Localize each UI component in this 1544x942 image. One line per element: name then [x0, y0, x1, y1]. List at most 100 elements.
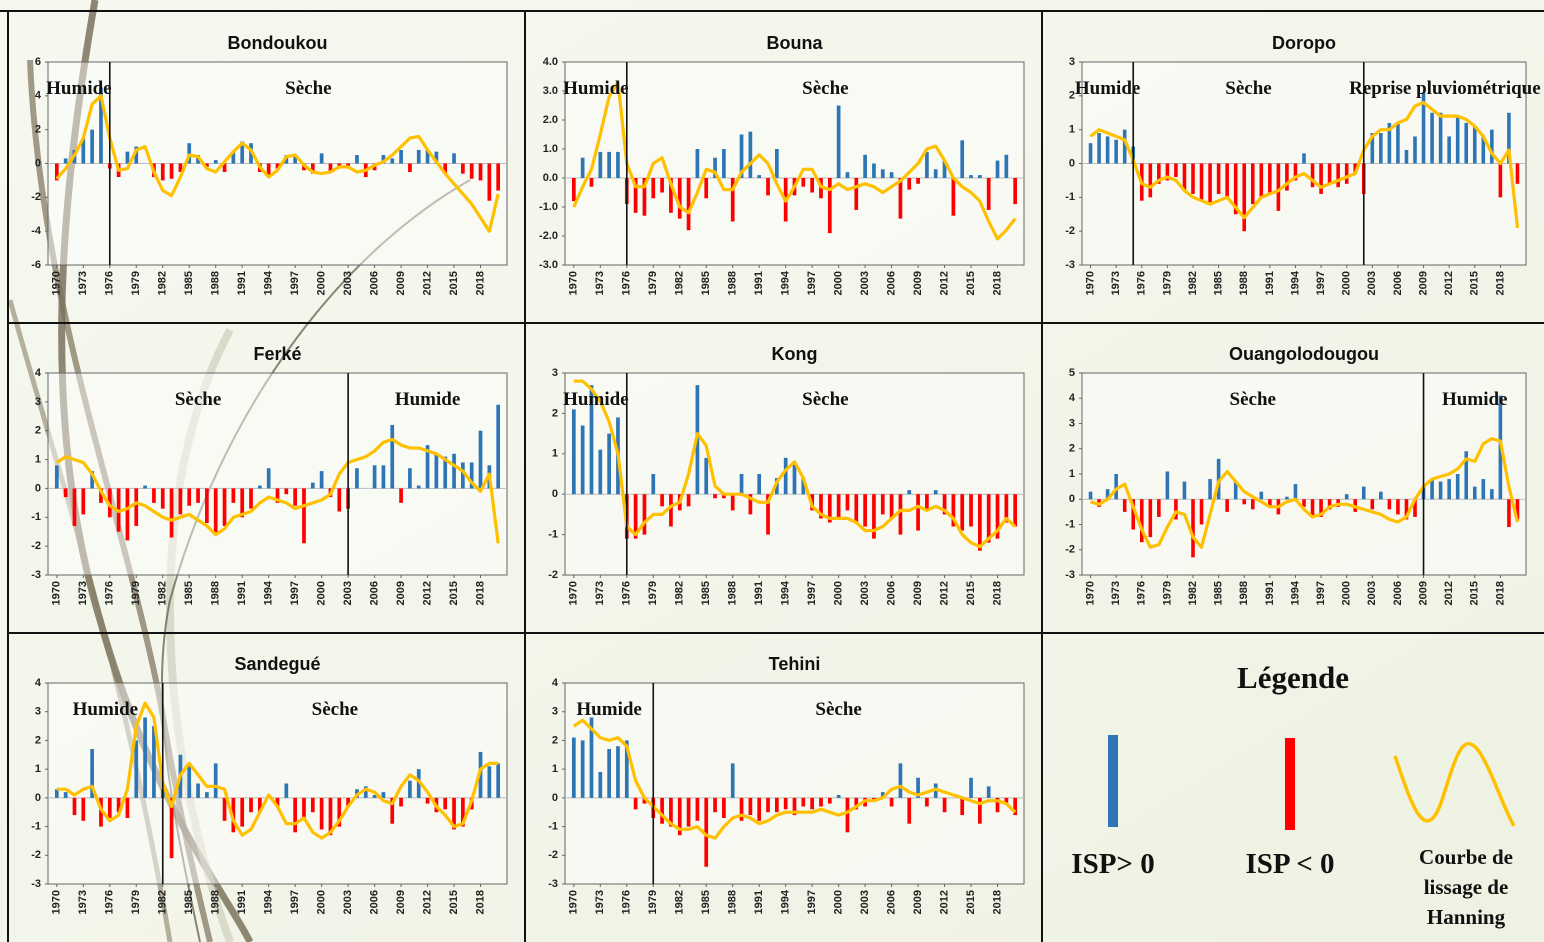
x-tick-label: 2006 — [369, 271, 381, 295]
bar — [487, 164, 491, 201]
x-tick-label: 1991 — [753, 890, 765, 914]
x-tick-label: 1979 — [130, 271, 142, 295]
bar — [240, 798, 244, 827]
y-tick-label: 1 — [552, 448, 558, 460]
bar — [81, 488, 85, 514]
x-tick-label: 1985 — [700, 271, 712, 295]
x-tick-label: 1979 — [130, 581, 142, 605]
bar — [1345, 164, 1349, 184]
y-tick-label: -3 — [1065, 569, 1075, 581]
bar — [1388, 499, 1392, 509]
bar — [126, 152, 130, 164]
y-tick-label: -2 — [31, 191, 41, 203]
bar — [899, 494, 903, 534]
x-tick-label: 2009 — [395, 271, 407, 295]
bar — [828, 798, 832, 804]
bar — [925, 152, 929, 178]
bar — [1277, 164, 1281, 211]
bar — [170, 164, 174, 179]
bar — [1379, 133, 1383, 163]
bar — [634, 798, 638, 809]
bar — [899, 178, 903, 219]
y-tick-label: -2 — [548, 569, 558, 581]
x-tick-label: 2018 — [1494, 581, 1506, 605]
x-tick-label: 1973 — [77, 890, 89, 914]
y-tick-label: 4 — [552, 677, 559, 689]
bar — [890, 798, 894, 807]
x-tick-label: 1997 — [289, 271, 301, 295]
x-tick-label: 2009 — [912, 271, 924, 295]
bar — [740, 474, 744, 494]
bar — [170, 488, 174, 537]
bar — [687, 494, 691, 506]
bar — [696, 798, 700, 821]
legend-label: ISP> 0 — [1071, 848, 1154, 880]
bar — [1013, 494, 1017, 526]
bar — [784, 798, 788, 809]
x-tick-label: 2003 — [1366, 581, 1378, 605]
bar — [996, 161, 1000, 178]
bar — [899, 763, 903, 797]
x-tick-label: 2000 — [316, 581, 328, 605]
bar — [969, 494, 973, 526]
bar — [1251, 164, 1255, 205]
bar — [590, 178, 594, 187]
x-tick-label: 2012 — [421, 581, 433, 605]
bar — [1166, 471, 1170, 499]
y-tick-label: 4 — [35, 367, 42, 379]
x-tick-label: 1991 — [236, 271, 248, 295]
bar — [1396, 499, 1400, 514]
bar — [1251, 499, 1255, 509]
bar — [1225, 499, 1229, 512]
bar — [311, 483, 315, 489]
y-tick-label: -2 — [31, 849, 41, 861]
y-tick-label: 4 — [35, 677, 42, 689]
bar — [766, 798, 770, 812]
x-tick-label: 1997 — [806, 581, 818, 605]
bar — [1447, 136, 1451, 163]
bar — [1268, 164, 1272, 194]
bar — [828, 178, 832, 233]
bar — [581, 158, 585, 178]
y-tick-label: 0 — [35, 157, 41, 169]
bar — [479, 164, 483, 181]
bar — [143, 486, 147, 489]
y-tick-label: -1 — [31, 820, 41, 832]
period-label: Reprise pluviométrique — [1349, 78, 1541, 99]
x-tick-label: 1979 — [1161, 271, 1173, 295]
y-tick-label: -1.0 — [539, 201, 558, 213]
bar — [487, 766, 491, 798]
bar — [1149, 164, 1153, 198]
x-tick-label: 2006 — [1392, 581, 1404, 605]
x-tick-label: 2006 — [1392, 271, 1404, 295]
bar — [713, 798, 717, 812]
x-tick-label: 2003 — [859, 890, 871, 914]
bar — [64, 158, 68, 163]
bar — [775, 149, 779, 178]
period-label: Sèche — [312, 699, 358, 720]
x-tick-label: 1985 — [183, 581, 195, 605]
bar — [320, 798, 324, 830]
bar — [801, 178, 805, 187]
bar — [660, 494, 664, 506]
bar — [978, 494, 982, 551]
bar — [846, 798, 850, 832]
bar — [1379, 492, 1383, 500]
x-tick-label: 2018 — [1494, 271, 1506, 295]
bar — [81, 798, 85, 821]
bar — [960, 494, 964, 530]
bar — [1336, 164, 1340, 188]
bar — [687, 798, 691, 827]
bar — [461, 462, 465, 488]
bar — [1157, 499, 1161, 517]
bar — [337, 488, 341, 511]
bar — [496, 405, 500, 489]
bar — [1260, 492, 1264, 500]
bar — [810, 798, 814, 809]
x-tick-label: 1976 — [621, 890, 633, 914]
bar — [452, 153, 456, 163]
bar — [1405, 150, 1409, 164]
x-tick-label: 1982 — [157, 581, 169, 605]
x-tick-label: 2012 — [1443, 271, 1455, 295]
bar — [1191, 499, 1195, 557]
